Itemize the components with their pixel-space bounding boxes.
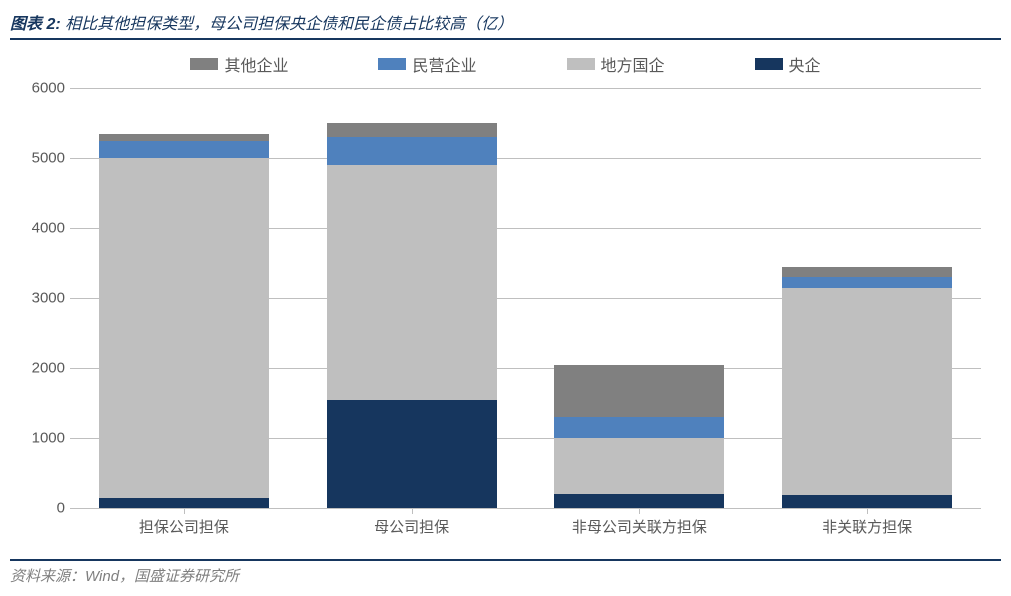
bar-segment [782,267,952,278]
x-axis-label: 担保公司担保 [99,516,269,537]
y-tick-label: 4000 [15,220,65,237]
y-tick-label: 2000 [15,360,65,377]
x-tick [184,508,185,514]
x-axis-label: 非关联方担保 [782,516,952,537]
bars-row [70,88,981,508]
bar-slot [782,88,952,508]
source-label: 资料来源：Wind，国盛证券研究所 [10,568,239,585]
legend-label: 央企 [789,52,821,76]
legend: 其他企业 民营企业 地方国企 央企 [10,52,1001,76]
bar-slot [327,88,497,508]
y-tick-label: 5000 [15,150,65,167]
bar-stack [99,134,269,509]
bar-segment [327,165,497,400]
x-tick [639,508,640,514]
bar-segment [782,495,952,508]
bar-segment [554,417,724,438]
bar-segment [99,498,269,509]
y-tick-label: 6000 [15,80,65,97]
legend-label: 民营企业 [412,52,476,76]
legend-swatch [755,58,783,70]
source-row: 资料来源：Wind，国盛证券研究所 [10,559,1001,586]
bar-segment [99,141,269,159]
y-tick-label: 0 [15,500,65,517]
x-tick [867,508,868,514]
bar-slot [554,88,724,508]
bar-segment [327,400,497,509]
bar-segment [99,134,269,141]
bar-stack [327,123,497,508]
bar-slot [99,88,269,508]
y-tick-label: 1000 [15,430,65,447]
bar-segment [327,123,497,137]
chart-title-row: 图表 2: 相比其他担保类型，母公司担保央企债和民企债占比较高（亿） [10,10,1001,40]
legend-swatch [190,58,218,70]
bar-stack [782,267,952,508]
bar-segment [327,137,497,165]
legend-label: 地方国企 [601,52,665,76]
bar-segment [554,494,724,508]
legend-item: 其他企业 [190,52,288,76]
legend-label: 其他企业 [224,52,288,76]
legend-item: 地方国企 [567,52,665,76]
bar-stack [554,365,724,509]
legend-swatch [378,58,406,70]
bar-segment [782,288,952,496]
y-tick-label: 3000 [15,290,65,307]
chart-container: 图表 2: 相比其他担保类型，母公司担保央企债和民企债占比较高（亿） 其他企业 民… [10,10,1001,586]
legend-item: 央企 [755,52,821,76]
x-axis-label: 母公司担保 [327,516,497,537]
chart-title-text: 相比其他担保类型，母公司担保央企债和民企债占比较高（亿） [65,16,513,33]
x-axis-labels: 担保公司担保 母公司担保 非母公司关联方担保 非关联方担保 [70,516,981,537]
bar-segment [99,158,269,498]
plot-area: 6000500040003000200010000 [70,88,981,508]
bar-segment [554,365,724,418]
bar-segment [554,438,724,494]
x-tick [412,508,413,514]
chart-title-prefix: 图表 2: [10,16,61,33]
legend-swatch [567,58,595,70]
legend-item: 民营企业 [378,52,476,76]
x-axis-label: 非母公司关联方担保 [554,516,724,537]
bar-segment [782,277,952,288]
grid-line [70,508,981,509]
